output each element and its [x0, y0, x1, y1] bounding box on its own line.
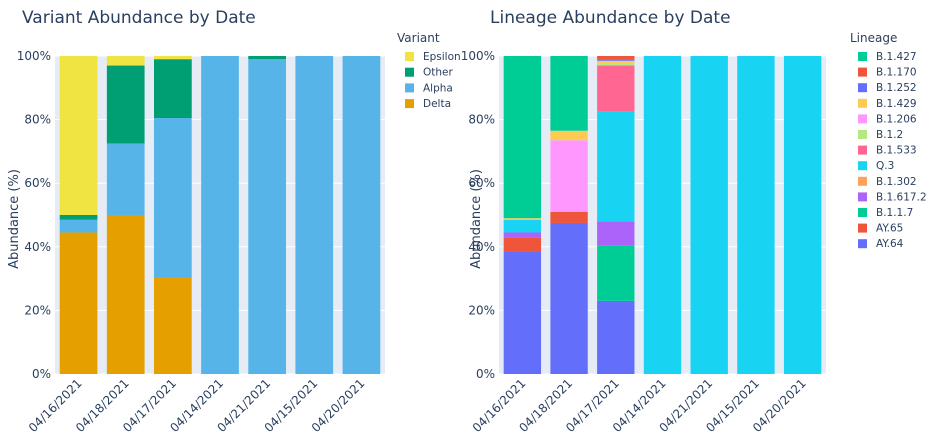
bar-segment-b-1-427[interactable]	[503, 56, 542, 219]
legend-swatch[interactable]	[858, 161, 867, 171]
lineage-chart-title: Lineage Abundance by Date	[490, 8, 731, 28]
y-tick-label: 80%	[24, 113, 51, 127]
y-tick-label: 40%	[468, 240, 495, 254]
legend-swatch[interactable]	[858, 192, 867, 202]
y-axis-label: Abundance (%)	[469, 169, 484, 269]
legend-swatch[interactable]	[405, 99, 414, 109]
legend-item-label[interactable]: B.1.429	[876, 98, 917, 110]
legend-item-label[interactable]: AY.64	[876, 238, 904, 250]
legend-swatch[interactable]	[858, 208, 867, 217]
legend-item-label[interactable]: AY.65	[876, 223, 903, 235]
y-tick-label: 80%	[468, 113, 495, 127]
bar-segment-epsilon[interactable]	[59, 56, 98, 215]
y-tick-label: 100%	[461, 49, 495, 63]
variant-chart-svg: 0%20%40%60%80%100%Abundance (%)04/16/202…	[7, 31, 461, 435]
bar-segment-b-1-617-2[interactable]	[597, 221, 635, 246]
legend-swatch[interactable]	[858, 67, 867, 77]
bar-segment-alpha[interactable]	[154, 118, 192, 278]
y-tick-label: 0%	[32, 367, 51, 381]
legend-item-label[interactable]: B.1.2	[876, 129, 903, 141]
bar-segment-q-3[interactable]	[783, 56, 822, 374]
bar-segment-ay-65[interactable]	[503, 237, 542, 252]
bar-segment-delta[interactable]	[154, 277, 192, 374]
y-tick-label: 100%	[17, 49, 51, 63]
bar-segment-other[interactable]	[106, 65, 145, 144]
bar-segment-other[interactable]	[248, 56, 286, 60]
legend-swatch[interactable]	[858, 98, 867, 108]
y-tick-label: 40%	[24, 240, 51, 254]
legend-item-label[interactable]: B.1.427	[876, 51, 917, 63]
bar-segment-ay-64[interactable]	[597, 300, 635, 374]
legend-item-label[interactable]: Other	[423, 67, 453, 79]
bar-segment-delta[interactable]	[106, 215, 145, 374]
legend-item-label[interactable]: Q.3	[876, 160, 894, 172]
bar-segment-q-3[interactable]	[690, 56, 728, 374]
legend-swatch[interactable]	[858, 239, 867, 249]
y-axis-label: Abundance (%)	[7, 169, 22, 269]
bar-segment-b-1-429[interactable]	[597, 60, 635, 64]
bar-segment-alpha[interactable]	[201, 56, 239, 374]
legend-swatch[interactable]	[858, 223, 867, 233]
bar-segment-alpha[interactable]	[342, 56, 381, 374]
bar-segment-other[interactable]	[154, 59, 192, 119]
bar-segment-b-1-252[interactable]	[597, 59, 635, 61]
variant-chart-title: Variant Abundance by Date	[22, 8, 256, 28]
legend-item-label[interactable]: Alpha	[423, 82, 453, 94]
bar-segment-b-1-1-7[interactable]	[597, 245, 635, 301]
bar-segment-b-1-429[interactable]	[503, 218, 542, 220]
bar-segment-q-3[interactable]	[503, 219, 542, 233]
legend-item-label[interactable]: B.1.1.7	[876, 207, 913, 219]
legend-swatch[interactable]	[858, 52, 867, 61]
bar-segment-alpha[interactable]	[106, 143, 145, 215]
bar-segment-alpha[interactable]	[248, 59, 286, 375]
legend-item-label[interactable]: B.1.617.2	[876, 191, 927, 203]
legend-item-label[interactable]: Epsilon	[423, 51, 461, 63]
legend-swatch[interactable]	[405, 52, 414, 61]
lineage-chart-panel: Lineage Abundance by Date 0% 20% 40% 60% 80%…	[461, 0, 936, 444]
legend-item-label[interactable]: B.1.170	[876, 67, 917, 79]
bar-segment-alpha[interactable]	[59, 219, 98, 233]
variant-chart-panel: Variant Abundance by Date 0% 20% 40% 60% 80%…	[7, 8, 461, 435]
y-tick-label: 20%	[468, 303, 495, 317]
legend-item-label[interactable]: B.1.302	[876, 176, 917, 188]
legend-item-label[interactable]: B.1.206	[876, 113, 917, 125]
y-tick-label: 20%	[24, 303, 51, 317]
bar-segment-b-1-533[interactable]	[597, 65, 635, 112]
bar-segment-q-3[interactable]	[737, 56, 775, 374]
legend-title: Lineage	[850, 31, 897, 45]
legend-swatch[interactable]	[405, 83, 414, 93]
y-tick-label: 0%	[476, 367, 495, 381]
bar-segment-alpha[interactable]	[295, 56, 334, 374]
bar-segment-q-3[interactable]	[643, 56, 682, 374]
legend-item-label[interactable]: B.1.533	[876, 145, 917, 157]
legend-swatch[interactable]	[858, 145, 867, 155]
bar-segment-ay-65[interactable]	[550, 211, 588, 223]
y-tick-label: 60%	[468, 176, 495, 190]
bar-segment-b-1-429[interactable]	[550, 130, 588, 141]
bar-segment-b-1-617-2[interactable]	[503, 232, 542, 238]
legend-swatch[interactable]	[858, 83, 867, 93]
bar-segment-delta[interactable]	[59, 232, 98, 374]
legend-swatch[interactable]	[858, 176, 867, 186]
bar-segment-b-1-206[interactable]	[550, 140, 588, 212]
bar-segment-ay-64[interactable]	[503, 251, 542, 374]
bar-segment-epsilon[interactable]	[154, 56, 192, 60]
lineage-chart-svg: 0%20%40%60%80%100%Abundance (%)04/16/202…	[461, 31, 927, 435]
bar-segment-b-1-170[interactable]	[597, 56, 635, 60]
bar-segment-b-1-427[interactable]	[550, 56, 588, 131]
y-tick-label: 60%	[24, 176, 51, 190]
bar-segment-epsilon[interactable]	[106, 56, 145, 66]
legend-title: Variant	[397, 31, 440, 45]
legend-item-label[interactable]: Delta	[423, 98, 451, 110]
bar-segment-other[interactable]	[59, 215, 98, 220]
bar-segment-b-1-2[interactable]	[597, 63, 635, 66]
legend-swatch[interactable]	[858, 130, 867, 139]
legend-swatch[interactable]	[405, 67, 414, 77]
bar-segment-q-3[interactable]	[597, 111, 635, 222]
bar-segment-ay-64[interactable]	[550, 222, 588, 374]
legend-swatch[interactable]	[858, 114, 867, 124]
legend-item-label[interactable]: B.1.252	[876, 82, 917, 94]
